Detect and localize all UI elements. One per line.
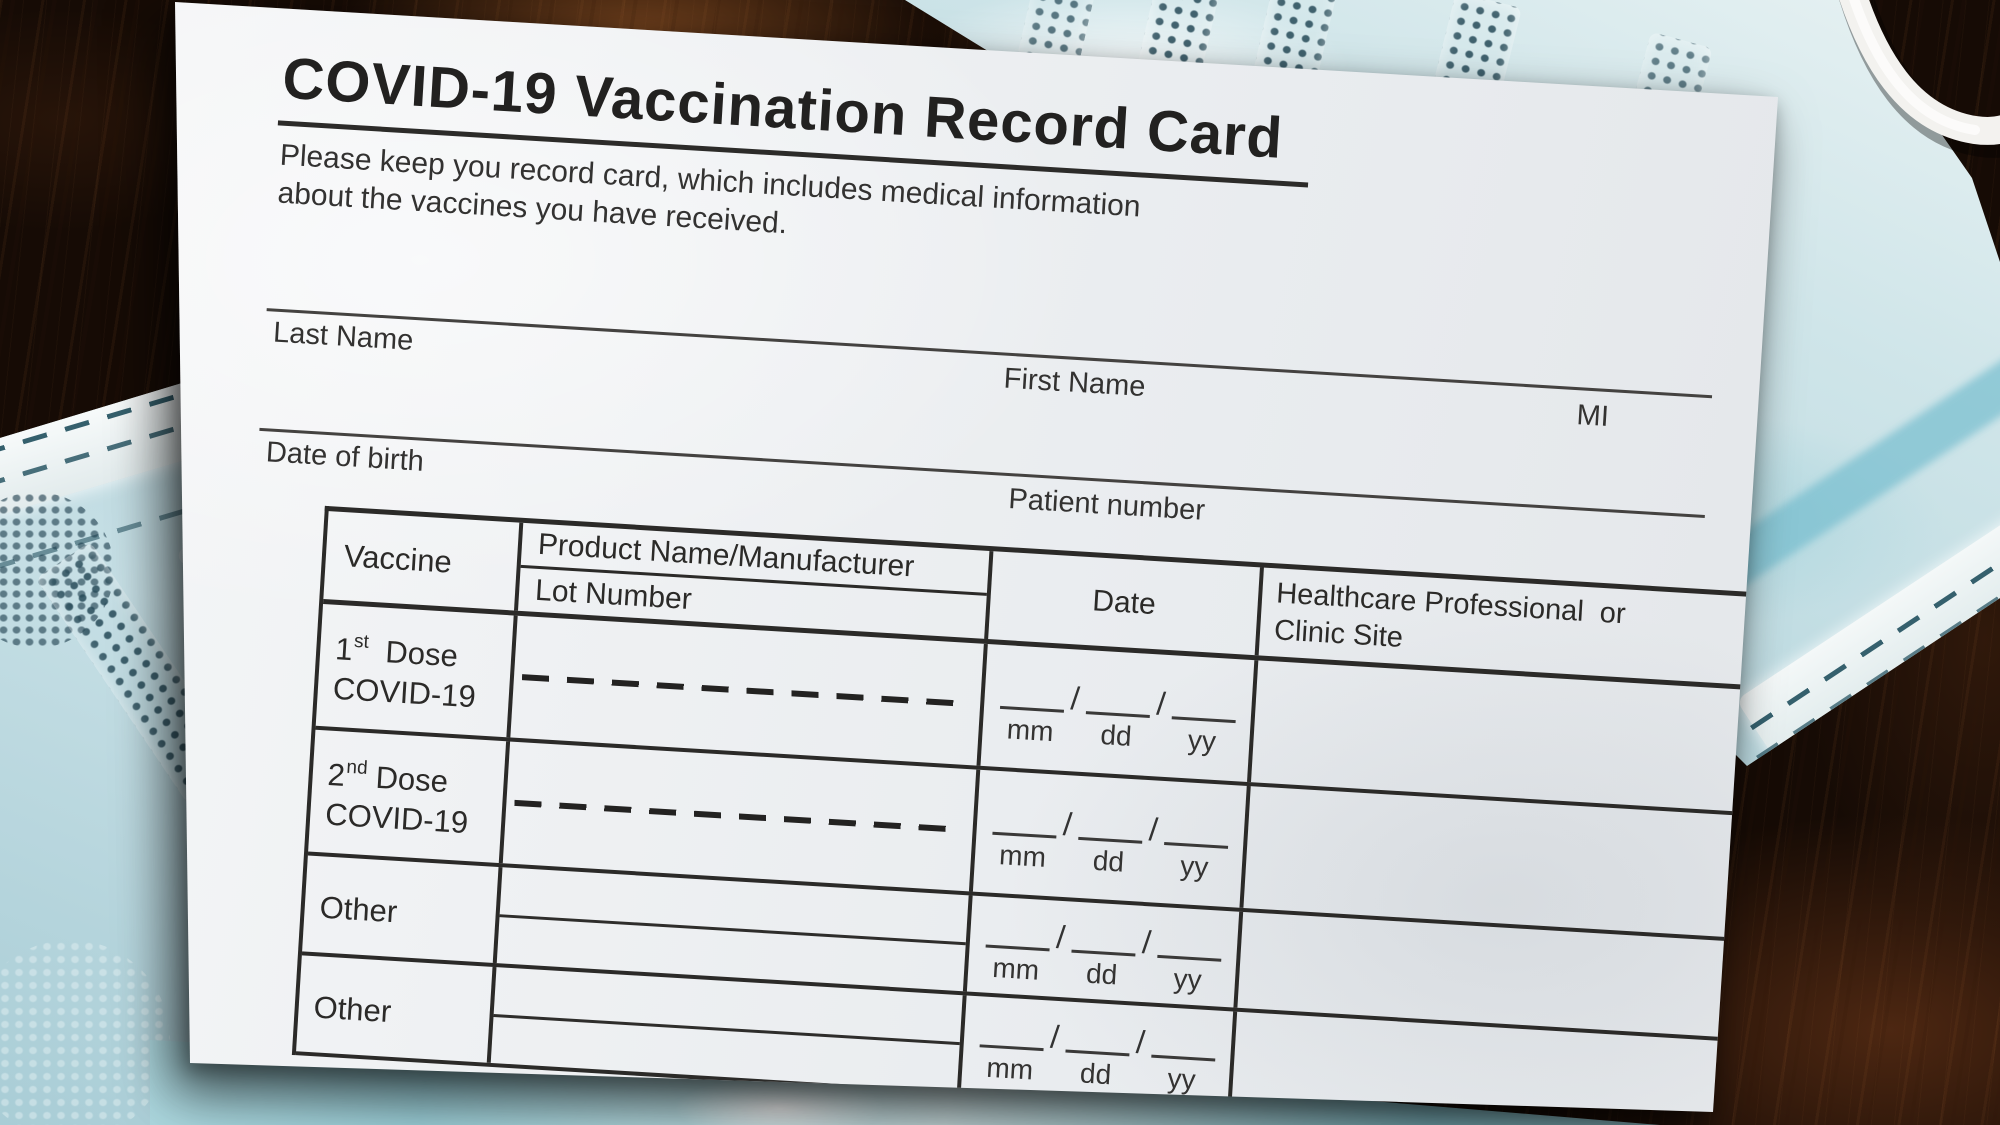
date-cell: / / mm dd yy xyxy=(980,644,1259,783)
name-write-line xyxy=(266,308,1713,399)
lot-write-line xyxy=(514,799,959,833)
card-content: COVID-19 Vaccination Record Card Please … xyxy=(175,2,1778,1112)
row-label-cell: Other xyxy=(302,855,503,964)
row-label-cell: 1st Dose COVID-19 xyxy=(315,603,518,738)
lot-write-line xyxy=(521,674,967,707)
dose-line-1: Other xyxy=(312,989,393,1029)
row-label-cell: 2nd Dose COVID-19 xyxy=(308,729,511,864)
patient-number-label: Patient number xyxy=(1007,483,1206,527)
last-name-label: Last Name xyxy=(272,316,415,357)
date-of-birth-label: Date of birth xyxy=(265,436,425,478)
date-cell: / / mm dd yy xyxy=(960,995,1238,1108)
date-cell: / / mm dd yy xyxy=(972,769,1251,908)
dob-write-line xyxy=(259,427,1705,518)
mask-mesh-circle xyxy=(0,940,170,1125)
middle-initial-label: MI xyxy=(1575,399,1610,434)
first-name-label: First Name xyxy=(1002,362,1147,404)
header-date: Date xyxy=(988,551,1264,656)
lot-write-line xyxy=(499,914,966,946)
lot-write-line xyxy=(493,1014,960,1046)
vaccine-table: Vaccine Product Name/Manufacturer Lot Nu… xyxy=(291,505,1778,1112)
header-vaccine: Vaccine xyxy=(323,511,524,611)
card-subtitle: Please keep you record card, which inclu… xyxy=(277,137,1142,265)
row-label-cell: Other xyxy=(296,955,497,1063)
date-cell: / / mm dd yy xyxy=(966,895,1244,1008)
dose-line-1: Other xyxy=(318,889,399,930)
